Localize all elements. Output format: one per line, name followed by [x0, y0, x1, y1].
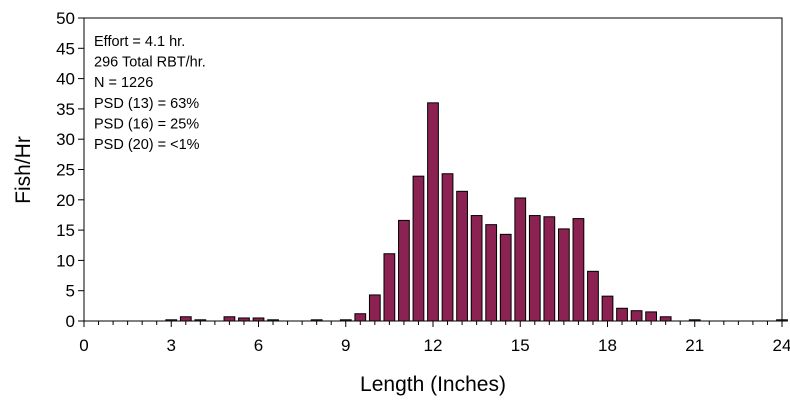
bar	[499, 233, 512, 322]
bar	[223, 316, 236, 322]
y-tick-label: 35	[56, 100, 75, 119]
y-tick-label: 20	[56, 191, 75, 210]
bar	[776, 319, 788, 322]
bar	[601, 295, 614, 322]
bar	[267, 319, 279, 322]
y-tick-label: 50	[56, 9, 75, 28]
bar	[659, 316, 672, 322]
y-tick-label: 0	[66, 312, 75, 331]
y-tick-label: 40	[56, 70, 75, 89]
x-tick-label: 24	[773, 336, 790, 355]
bar	[194, 319, 207, 322]
y-tick-label: 30	[56, 130, 75, 149]
x-tick-label: 21	[685, 336, 704, 355]
bar	[645, 311, 657, 322]
y-tick-label: 15	[56, 221, 75, 240]
bar	[630, 310, 643, 322]
annotation-line: N = 1226	[94, 75, 153, 91]
bar	[688, 319, 701, 322]
bar	[514, 197, 527, 322]
bar	[616, 307, 628, 322]
bar	[383, 253, 396, 322]
bar	[412, 175, 425, 322]
y-tick-label: 45	[56, 39, 75, 58]
x-tick-label: 0	[79, 336, 88, 355]
annotation-line: 296 Total RBT/hr.	[94, 55, 206, 71]
bar	[441, 173, 454, 322]
bar	[528, 215, 541, 322]
bar	[179, 316, 192, 322]
annotations-group: Effort = 4.1 hr. 296 Total RBT/hr. N = 122…	[94, 34, 206, 153]
y-axis-title: Fish/Hr	[12, 136, 35, 204]
x-tick-label: 18	[598, 336, 617, 355]
bar	[368, 294, 381, 322]
x-tick-label: 3	[167, 336, 176, 355]
y-tick-label: 10	[56, 251, 75, 270]
annotation-line: PSD (13) = 63%	[94, 96, 199, 112]
bar	[252, 317, 265, 322]
annotation-line: Effort = 4.1 hr.	[94, 34, 185, 50]
y-tick-label: 25	[56, 161, 75, 180]
bar	[310, 319, 323, 322]
bar	[543, 216, 556, 322]
bar	[470, 215, 483, 322]
bar	[398, 219, 410, 322]
x-tick-label: 6	[254, 336, 263, 355]
bar	[485, 224, 498, 322]
annotation-line: PSD (20) = <1%	[94, 137, 200, 153]
bar	[165, 319, 178, 322]
bar	[456, 190, 468, 322]
annotation-line: PSD (16) = 25%	[94, 116, 199, 132]
x-tick-label: 15	[511, 336, 530, 355]
x-ticks-group: 0 3 6 9 12 15 18 21 24	[79, 321, 790, 355]
bar	[339, 319, 352, 322]
x-axis-title: Length (Inches)	[360, 373, 506, 396]
bars-group	[165, 102, 788, 322]
y-ticks-group: 0 5 10 15 20 25 30 35 40 45 50	[56, 9, 84, 331]
x-tick-label: 12	[424, 336, 443, 355]
bar	[238, 317, 250, 322]
bar	[354, 313, 367, 322]
x-tick-label: 9	[341, 336, 350, 355]
y-tick-label: 5	[66, 282, 75, 301]
bar	[587, 270, 599, 322]
bar	[572, 218, 585, 322]
bar	[427, 102, 439, 322]
bar	[557, 228, 570, 322]
